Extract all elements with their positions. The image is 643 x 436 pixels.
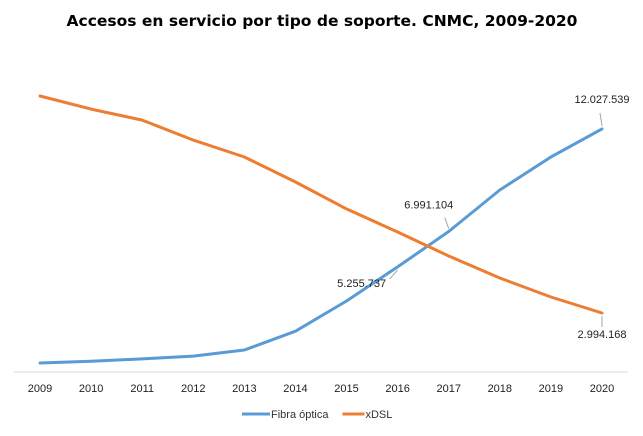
x-tick-label: 2014 — [283, 383, 307, 395]
chart-title: Accesos en servicio por tipo de soporte.… — [67, 12, 578, 30]
data-label-leader-line — [389, 269, 399, 280]
x-tick-label: 2013 — [232, 383, 256, 395]
x-tick-label: 2010 — [79, 383, 103, 395]
x-tick-labels: 2009 2010 2011 2012 2013 2014 2015 2016 2017 2018… — [28, 383, 614, 395]
series-line-xdsl — [38, 94, 604, 315]
x-tick-label: 2016 — [385, 383, 409, 395]
data-label-leader-line — [599, 112, 603, 126]
x-tick-label: 2011 — [130, 383, 154, 395]
x-tick-label: 2017 — [436, 383, 460, 395]
data-label-leader-line — [444, 217, 450, 229]
x-tick-label: 2019 — [539, 383, 563, 395]
series-layer — [38, 94, 604, 365]
data-label: 12.027.539 — [574, 94, 629, 106]
x-tick-label: 2009 — [28, 383, 52, 395]
data-label: 2.994.168 — [578, 329, 627, 341]
x-tick-label: 2012 — [181, 383, 205, 395]
legend-label-xdsl: xDSL — [365, 409, 392, 421]
data-label: 6.991.104 — [404, 200, 453, 212]
data-labels: 5.255.737 6.991.104 12.027.539 2.994.168 — [337, 94, 629, 341]
data-label: 5.255.737 — [337, 278, 386, 290]
series-line-fibra — [38, 127, 604, 365]
x-tick-label: 2015 — [334, 383, 358, 395]
x-tick-label: 2018 — [488, 383, 512, 395]
x-tick-label: 2020 — [590, 383, 614, 395]
legend: Fibra óptica xDSL — [242, 409, 392, 421]
legend-label-fibra: Fibra óptica — [271, 409, 329, 421]
